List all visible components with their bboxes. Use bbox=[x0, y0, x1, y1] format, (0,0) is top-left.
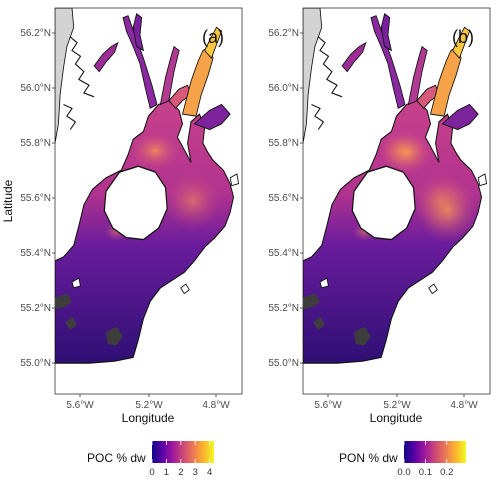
colorbar-label: 3 bbox=[193, 467, 198, 478]
colorbar-labels-b: 0.0 0.1 0.2 bbox=[397, 467, 453, 478]
colorbar-label: 0 bbox=[149, 467, 154, 478]
lat-tick: 55.2°N bbox=[20, 303, 51, 314]
legend-title-a: POC % dw bbox=[87, 451, 146, 465]
colorbar-ticks-a bbox=[151, 441, 211, 463]
x-axis-label-b: Longitude bbox=[370, 411, 423, 425]
panel-tag-b: (b) bbox=[452, 27, 474, 47]
lat-tick: 55.0°N bbox=[268, 358, 299, 369]
lat-ticks-a: 56.2°N 56.0°N 55.8°N 55.6°N 55.4°N 55.2°… bbox=[20, 28, 51, 369]
y-axis-label: Latitude bbox=[1, 179, 15, 222]
lat-tick: 55.4°N bbox=[268, 248, 299, 259]
lat-tick: 55.6°N bbox=[20, 193, 51, 204]
lat-tick: 56.0°N bbox=[268, 83, 299, 94]
colorbar-a bbox=[152, 441, 214, 463]
colorbar-ticks-b bbox=[403, 441, 448, 463]
lat-tick: 55.6°N bbox=[268, 193, 299, 204]
lat-tick: 55.8°N bbox=[20, 138, 51, 149]
lat-tick: 56.2°N bbox=[268, 28, 299, 39]
lat-ticks-b: 56.2°N 56.0°N 55.8°N 55.6°N 55.4°N 55.2°… bbox=[268, 28, 299, 369]
lon-tick: 5.2°W bbox=[383, 400, 411, 411]
panel-b: (b) 56.2°N 56.0°N 55.8°N 55.6°N 55.4°N 5… bbox=[268, 7, 491, 478]
panel-a: (a) 56.2°N 56.0°N 55.8°N 55.6°N 55.4°N 5… bbox=[20, 7, 243, 478]
colorbar-label: 0.2 bbox=[440, 467, 453, 478]
lat-tick: 55.0°N bbox=[20, 358, 51, 369]
lon-tick: 4.8°W bbox=[450, 400, 478, 411]
lat-tick: 56.2°N bbox=[20, 28, 51, 39]
lon-ticks-b: 5.6°W 5.2°W 4.8°W bbox=[314, 400, 478, 411]
lon-ticks-a: 5.6°W 5.2°W 4.8°W bbox=[66, 400, 230, 411]
colorbar-b bbox=[404, 441, 466, 463]
lat-tick: 55.8°N bbox=[268, 138, 299, 149]
lon-tick: 5.6°W bbox=[314, 400, 342, 411]
legend-b: PON % dw 0.0 0.1 0.2 bbox=[339, 441, 466, 478]
colorbar-label: 2 bbox=[178, 467, 183, 478]
colorbar-label: 0.0 bbox=[397, 467, 410, 478]
lat-tick: 55.2°N bbox=[268, 303, 299, 314]
panel-tag-a: (a) bbox=[202, 27, 224, 47]
lat-tick: 55.4°N bbox=[20, 248, 51, 259]
colorbar-label: 0.1 bbox=[419, 467, 432, 478]
map-area-b bbox=[303, 8, 488, 364]
x-axis-label-a: Longitude bbox=[122, 411, 175, 425]
colorbar-label: 1 bbox=[164, 467, 169, 478]
lat-tick: 56.0°N bbox=[20, 83, 51, 94]
legend-title-b: PON % dw bbox=[339, 451, 398, 465]
lon-tick: 4.8°W bbox=[202, 400, 230, 411]
lon-tick: 5.6°W bbox=[66, 400, 94, 411]
colorbar-label: 4 bbox=[207, 467, 212, 478]
lon-tick: 5.2°W bbox=[135, 400, 163, 411]
